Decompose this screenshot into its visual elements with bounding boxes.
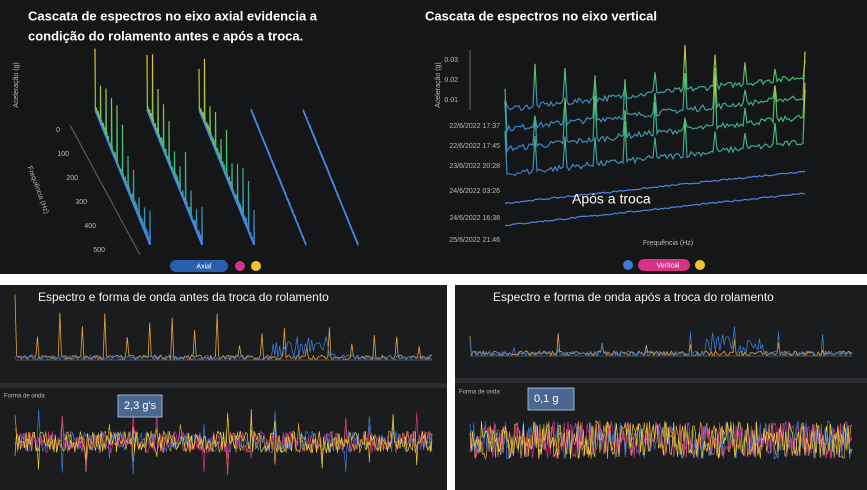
spectrum-trace xyxy=(504,76,806,154)
spectrum-line xyxy=(469,333,853,358)
date-label: 25/6/2022 21:46 xyxy=(449,237,500,244)
section-label: Forma de onda xyxy=(4,394,45,400)
panel-title: Cascata de espectros no eixo vertical xyxy=(425,8,657,23)
waveform-line xyxy=(469,420,853,461)
slice-base xyxy=(198,109,255,246)
waveform-line xyxy=(469,420,853,459)
spectrum-trace xyxy=(504,51,806,132)
annotation-box xyxy=(527,387,575,411)
legend-label: Vertical xyxy=(657,262,680,269)
freq-tick: 300 xyxy=(75,199,87,206)
legend-label: Axial xyxy=(196,263,212,270)
legend-icon xyxy=(235,261,245,271)
bottom-right-panel xyxy=(455,285,867,490)
legend-icon xyxy=(623,260,633,270)
legend-icon xyxy=(251,261,261,271)
amp-tick: 0.03 xyxy=(444,57,458,64)
date-label: 24/6/2022 16:38 xyxy=(449,215,500,222)
annotation: 0,1 g xyxy=(534,393,558,405)
legend-pill xyxy=(638,259,690,271)
slice-base xyxy=(146,109,203,246)
spectrum-trace xyxy=(504,170,806,205)
freq-tick: 200 xyxy=(66,175,78,182)
date-label: 22/6/2022 17:45 xyxy=(449,143,500,150)
axis-label: Frequência (Hz) xyxy=(643,240,693,247)
panel-title: Espectro e forma de onda antes da troca … xyxy=(38,290,329,304)
date-label: 24/6/2022 03:26 xyxy=(449,188,500,195)
freq-tick: 0 xyxy=(56,127,60,134)
amp-tick: 0.01 xyxy=(444,97,458,104)
waveform-line xyxy=(469,420,853,459)
slice-base xyxy=(250,109,307,246)
amp-tick: 0.02 xyxy=(444,77,458,84)
spectrum-line xyxy=(469,326,853,358)
axis-label: Aceleração (g) xyxy=(435,62,442,108)
date-label: 22/6/2022 17:37 xyxy=(449,123,500,130)
freq-tick: 500 xyxy=(93,247,105,254)
spectrum-trace xyxy=(504,89,806,177)
spectrum-trace xyxy=(504,45,806,111)
date-label: 23/6/2022 20:28 xyxy=(449,163,500,170)
panel-title: Espectro e forma de onda após a troca do… xyxy=(493,290,774,304)
annotation: Após a troca xyxy=(572,191,651,207)
annotation: 2,3 g's xyxy=(124,400,157,412)
divider xyxy=(0,383,447,388)
freq-tick: 400 xyxy=(84,223,96,230)
spectrum-trace xyxy=(504,192,805,227)
panel-title: Cascata de espectros no eixo axial evide… xyxy=(28,8,318,23)
divider xyxy=(455,378,867,383)
slice-base xyxy=(302,109,359,246)
axis xyxy=(69,124,141,256)
axis-label: Aceleração (g) xyxy=(13,62,20,108)
title-box xyxy=(485,289,827,307)
title-box xyxy=(30,289,407,307)
section-label: Forma de onda xyxy=(459,390,500,396)
slice-base xyxy=(94,109,151,246)
spectrum-line xyxy=(14,294,433,362)
waveform-line xyxy=(14,409,433,470)
spectrum-line xyxy=(14,336,433,362)
freq-tick: 100 xyxy=(57,151,69,158)
legend-icon xyxy=(695,260,705,270)
annotation-box xyxy=(117,394,163,418)
panel-title: condição do rolamento antes e após a tro… xyxy=(28,28,303,43)
legend-pill xyxy=(170,260,228,272)
